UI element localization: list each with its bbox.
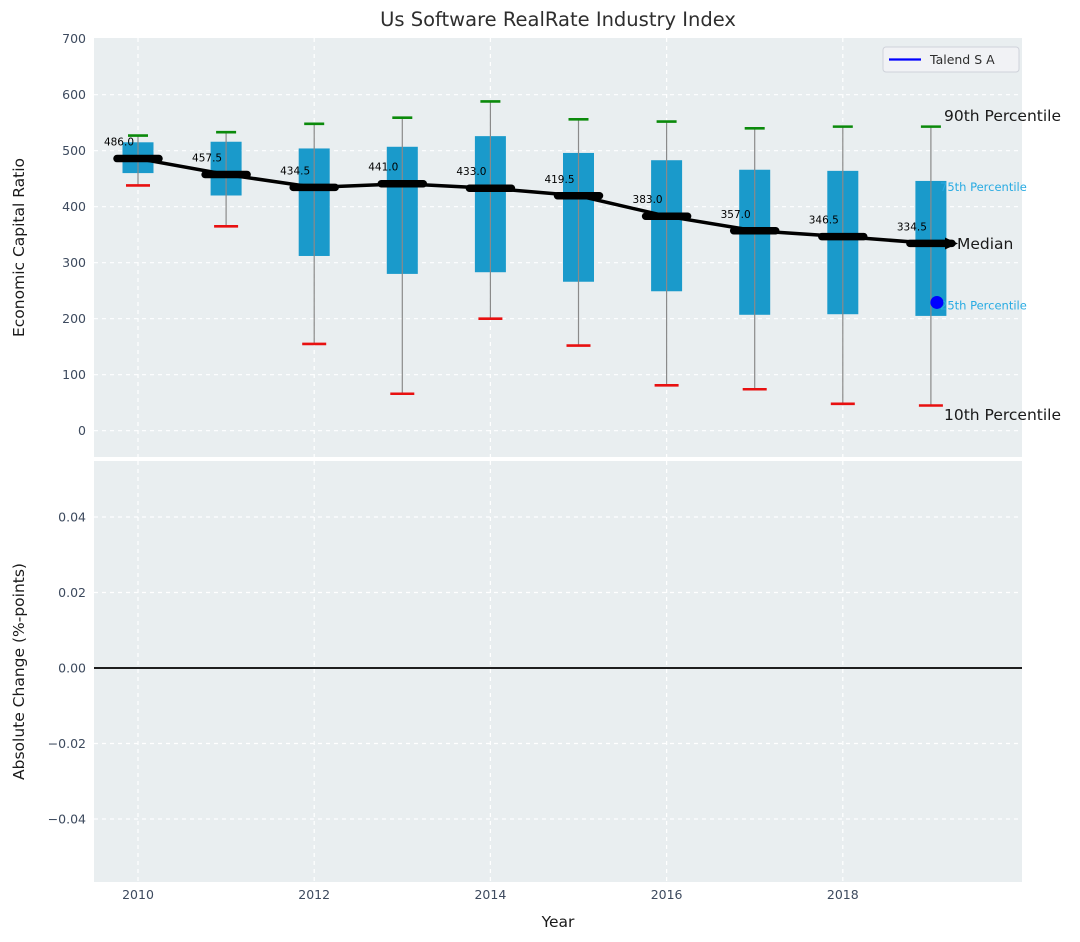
median-value-label: 419.5 — [544, 174, 574, 186]
top-ytick-label: 0 — [78, 423, 86, 438]
annotation-10th-percentile: 10th Percentile — [944, 406, 1061, 424]
top-ytick-label: 400 — [62, 199, 86, 214]
top-plot-background — [94, 38, 1022, 457]
legend-box — [882, 46, 1020, 73]
bottom-ytick-label: 0.00 — [58, 661, 86, 676]
median-annotation-arrow — [945, 237, 958, 250]
xtick-label: 2012 — [298, 887, 330, 902]
bottom-ylabel: Absolute Change (%-points) — [10, 563, 28, 780]
annotation-median: Median — [957, 235, 1013, 253]
xtick-label: 2018 — [827, 887, 859, 902]
median-value-label: 334.5 — [897, 221, 927, 233]
top-ytick-label: 600 — [62, 87, 86, 102]
bottom-ytick-label: −0.02 — [48, 736, 86, 751]
median-value-label: 441.0 — [368, 162, 398, 174]
bottom-plot-background — [94, 461, 1022, 882]
annotation-75th-percentile: 75th Percentile — [940, 180, 1027, 194]
xtick-label: 2014 — [474, 887, 506, 902]
top-ytick-label: 200 — [62, 311, 86, 326]
top-ylabel: Economic Capital Ratio — [10, 158, 28, 337]
annotation-90th-percentile: 90th Percentile — [944, 107, 1061, 125]
xtick-label: 2016 — [651, 887, 683, 902]
top-ytick-label: 100 — [62, 367, 86, 382]
median-value-label: 434.5 — [280, 165, 310, 177]
xlabel: Year — [541, 913, 575, 931]
xtick-label: 2010 — [122, 887, 154, 902]
median-trend-line — [137, 156, 932, 246]
top-ytick-label: 500 — [62, 143, 86, 158]
median-value-label: 383.0 — [633, 194, 663, 206]
talend-data-point — [930, 295, 944, 309]
annotation-25th-percentile: 25th Percentile — [940, 299, 1027, 313]
chart-title: Us Software RealRate Industry Index — [380, 8, 736, 31]
legend-label: Talend S A — [929, 52, 995, 67]
bottom-ytick-label: 0.02 — [58, 585, 86, 600]
median-value-label: 433.0 — [456, 166, 486, 178]
median-value-label: 357.0 — [721, 209, 751, 221]
top-ytick-label: 700 — [62, 31, 86, 46]
median-value-label: 486.0 — [104, 137, 134, 149]
bottom-ytick-label: 0.04 — [58, 510, 86, 525]
bottom-ytick-label: −0.04 — [48, 812, 86, 827]
median-value-label: 457.5 — [192, 153, 222, 165]
top-ytick-label: 300 — [62, 255, 86, 270]
median-value-label: 346.5 — [809, 215, 839, 227]
